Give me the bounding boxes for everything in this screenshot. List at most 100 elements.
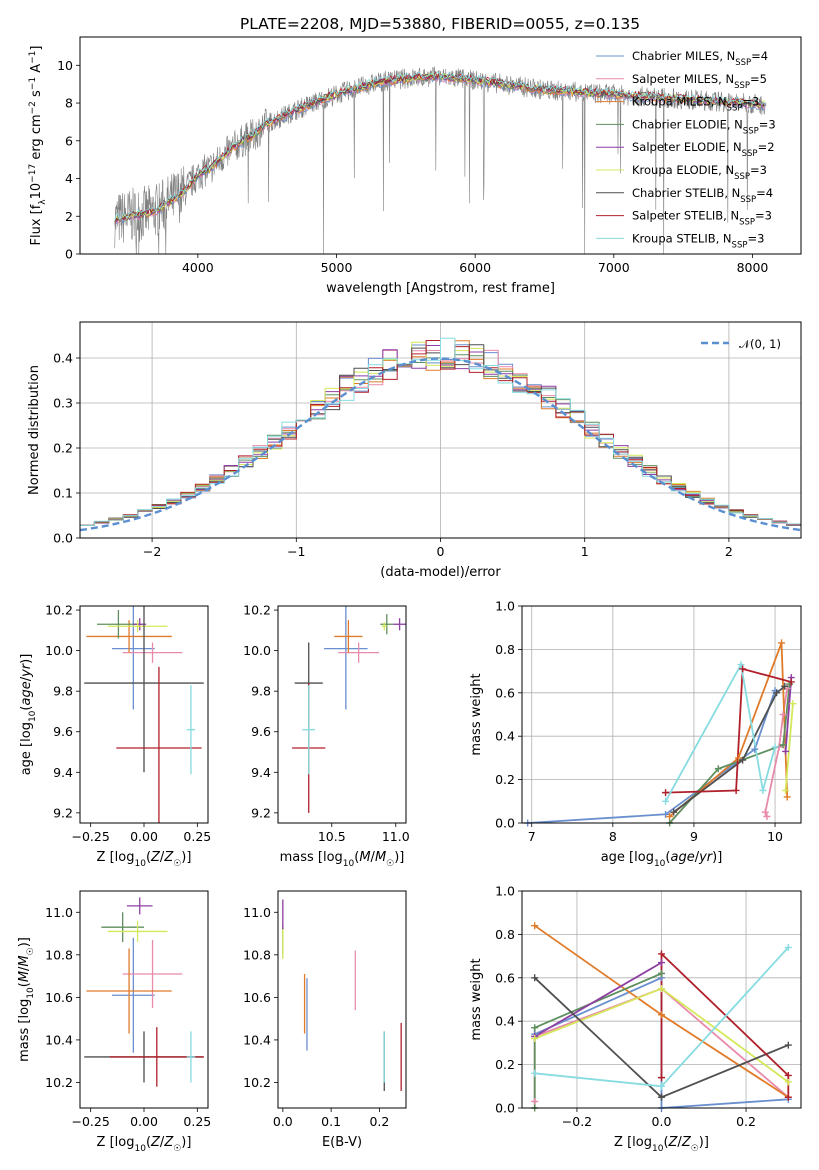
- y-tick-label: 1.0: [495, 884, 515, 899]
- weight-marker-7: [787, 678, 795, 686]
- label-part: age: [19, 681, 34, 705]
- weight-marker-7: [662, 789, 670, 797]
- weight-series-7: [660, 951, 790, 1098]
- y-tick-label: 10.4: [45, 1032, 73, 1047]
- legend-nssp-value: =4: [751, 49, 768, 63]
- weight-marker-8: [662, 797, 670, 805]
- model-spectrum-8: [114, 71, 766, 222]
- x-tick-label: 10: [767, 829, 783, 844]
- y-tick-label: 9.2: [251, 805, 271, 820]
- axes-frame: [79, 605, 209, 824]
- label-part: mass [log: [17, 999, 32, 1062]
- legend-nssp-value: =3: [755, 209, 772, 223]
- label-part: Z [log: [97, 850, 135, 865]
- y-tick-label: 0.8: [495, 927, 515, 942]
- label-part: M: [17, 955, 32, 966]
- label-part: 10: [26, 987, 36, 999]
- label-part: (: [146, 850, 151, 865]
- weight-marker-3: [531, 1024, 539, 1032]
- legend-nssp-sub: SSP: [743, 126, 759, 136]
- x-axis-label: wavelength [Angstrom, rest frame]: [326, 281, 555, 296]
- y-tick-label: 0.1: [53, 486, 73, 501]
- label-part: age: [670, 850, 694, 865]
- label-part: (: [354, 850, 359, 865]
- legend-entry-4: Salpeter ELODIE, NSSP=2: [632, 140, 775, 159]
- legend-model-name: Salpeter ELODIE, N: [632, 140, 742, 154]
- panel-age-vs-Z: −0.25 0.00 0.259.29.49.69.810.010.2Z [log1…: [19, 603, 211, 869]
- x-tick-label: 6000: [459, 260, 491, 275]
- label-part: yr: [19, 662, 34, 678]
- y-tick-label: 2: [65, 209, 73, 224]
- y-tick-label: 10.4: [243, 1032, 271, 1047]
- x-tick-label: 0.25: [183, 829, 211, 844]
- weight-series-2: [669, 642, 789, 818]
- weight-series-5: [784, 703, 794, 791]
- y-axis-label: mass weight: [469, 958, 484, 1040]
- axes-frame: [277, 605, 407, 824]
- label-part: Normed distribution: [27, 365, 42, 495]
- weight-marker-8: [658, 1082, 665, 1090]
- weight-marker-2: [783, 793, 791, 801]
- weight-marker-7: [784, 1093, 792, 1101]
- x-axis-label: Z [log10(Z/Z☉)]: [614, 1135, 709, 1154]
- y-tick-label: 9.6: [251, 724, 271, 739]
- label-part: ☉: [386, 859, 394, 869]
- weight-marker-7: [732, 786, 740, 794]
- plot-area-age-vs-Z: [84, 606, 204, 823]
- y-tick-label: 0.2: [53, 441, 73, 456]
- y-axis-label: mass [log10(M/M☉)]: [17, 937, 36, 1062]
- x-tick-label: 1: [581, 544, 589, 559]
- legend-nssp-sub: SSP: [740, 195, 756, 205]
- x-axis-label: mass [log10(M/M☉)]: [280, 850, 405, 869]
- label-part: /: [371, 850, 376, 865]
- weight-marker-1: [763, 812, 771, 820]
- x-tick-label: 8000: [737, 260, 769, 275]
- y-tick-label: 10.2: [45, 1075, 73, 1090]
- x-tick-label: 9: [690, 829, 698, 844]
- legend-model-name: Kroupa MILES, N: [632, 95, 727, 109]
- label-part: 10: [29, 183, 44, 200]
- weight-marker-5: [789, 700, 797, 708]
- label-part: 10: [28, 710, 38, 722]
- y-tick-label: 9.2: [53, 805, 73, 820]
- y-tick-label: 10.6: [45, 990, 73, 1005]
- label-part: ☉: [173, 859, 181, 869]
- x-tick-label: 0.0: [273, 1114, 293, 1129]
- y-tick-label: 9.8: [53, 684, 73, 699]
- label-part: mass [log: [280, 850, 343, 865]
- label-part: )]: [19, 654, 34, 664]
- weight-marker-6: [784, 1041, 792, 1049]
- weight-marker-4: [782, 747, 790, 755]
- y-tick-label: 9.6: [53, 724, 73, 739]
- weight-marker-2: [658, 1011, 665, 1019]
- legend-model-name: Kroupa STELIB, N: [632, 231, 732, 245]
- label-part: /: [160, 1135, 165, 1150]
- weight-marker-8: [784, 943, 792, 951]
- x-tick-label: 0.2: [369, 1114, 389, 1129]
- x-tick-label: 10.5: [318, 829, 346, 844]
- plot-area-age-vs-mass: [292, 606, 406, 813]
- legend-nssp-value: =3: [750, 163, 767, 177]
- legend-nssp-sub: SSP: [742, 149, 758, 159]
- legend-model-name: Kroupa ELODIE, N: [632, 163, 734, 177]
- weight-marker-3: [714, 765, 722, 773]
- weight-marker-2: [666, 812, 674, 820]
- weight-marker-1: [531, 1097, 539, 1105]
- label-part: s: [29, 90, 44, 101]
- plot-area-residuals: [80, 337, 801, 532]
- label-part: Z: [681, 1135, 692, 1150]
- y-tick-label: 1.0: [495, 599, 515, 614]
- label-part: M: [17, 971, 32, 982]
- label-part: Z: [150, 1135, 161, 1150]
- label-part: E(B-V): [322, 1135, 362, 1150]
- x-tick-label: 0.0: [652, 1114, 672, 1129]
- weight-marker-7: [739, 665, 747, 673]
- y-tick-label: 0.4: [53, 351, 73, 366]
- label-part: )]: [699, 1135, 709, 1150]
- legend-model-name: Chabrier MILES, N: [632, 49, 735, 63]
- label-part: M: [359, 850, 370, 865]
- label-part: (: [146, 1135, 151, 1150]
- weight-marker-2: [735, 754, 743, 762]
- residual-histogram-8: [80, 337, 801, 526]
